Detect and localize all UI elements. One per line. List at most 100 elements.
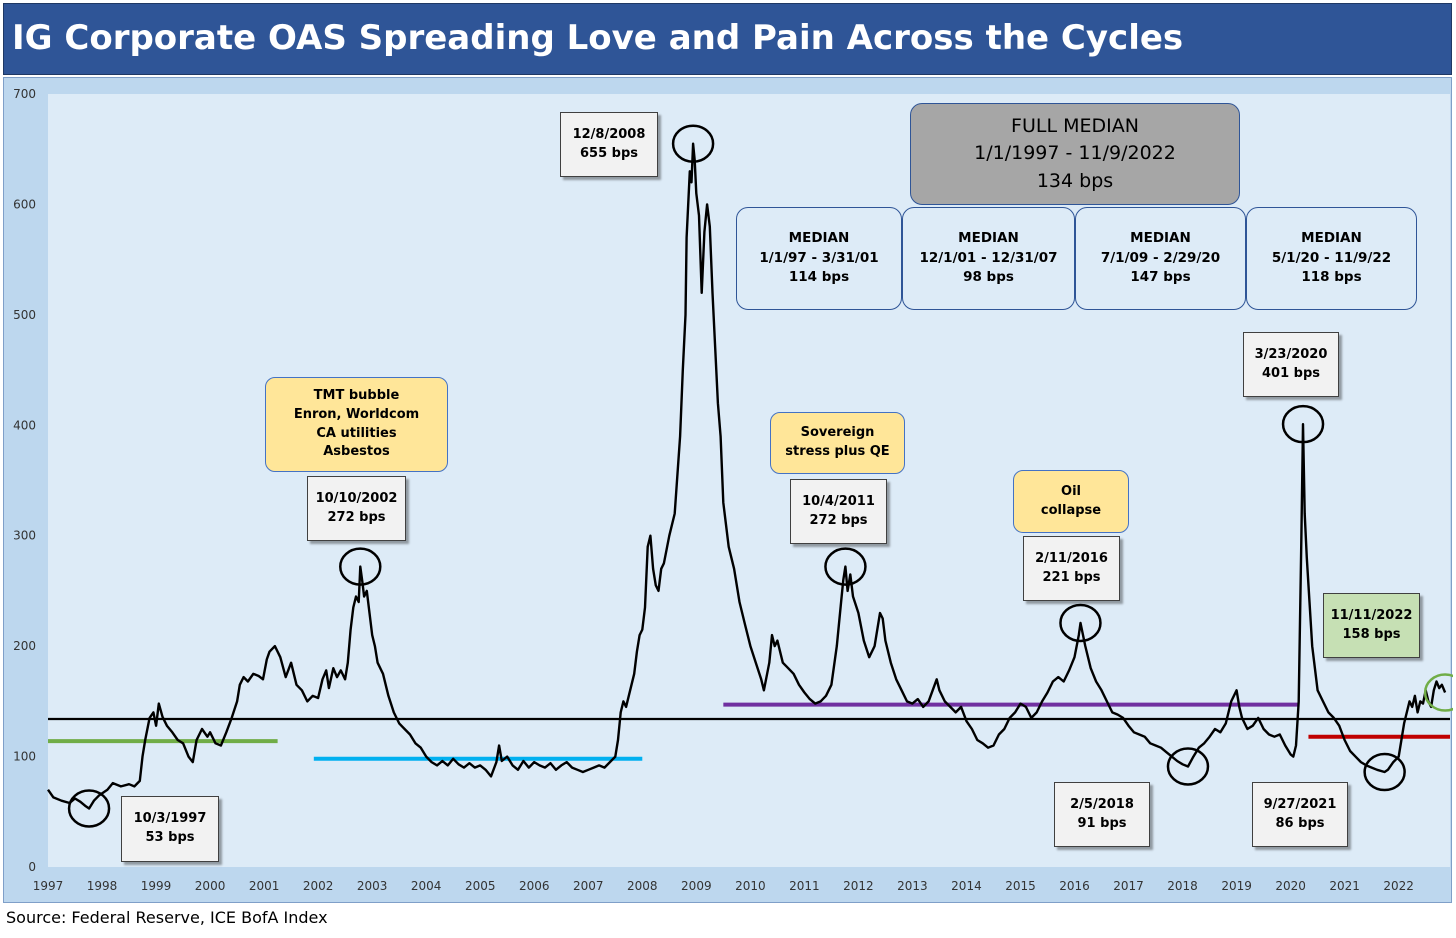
x-tick-label: 2007 bbox=[573, 879, 604, 893]
median-box-2009-2020: MEDIAN 7/1/09 - 2/29/20 147 bps bbox=[1075, 207, 1246, 310]
full-median-value: 134 bps bbox=[1036, 169, 1114, 192]
date-label: 10/3/1997 bbox=[133, 811, 207, 827]
x-tick-label: 2000 bbox=[195, 879, 226, 893]
date-box-2020: 3/23/2020 401 bps bbox=[1243, 332, 1339, 397]
highlight-circle bbox=[1281, 404, 1325, 444]
median-value: 98 bps bbox=[963, 269, 1014, 286]
date-label: 12/8/2008 bbox=[572, 126, 646, 142]
date-label: 10/4/2011 bbox=[802, 493, 875, 509]
event-line: stress plus QE bbox=[785, 444, 890, 459]
x-tick-label: 2021 bbox=[1329, 879, 1360, 893]
y-tick-label: 600 bbox=[13, 197, 36, 211]
date-label: 2/5/2018 bbox=[1070, 796, 1134, 812]
x-tick-label: 2010 bbox=[735, 879, 766, 893]
x-tick-label: 2008 bbox=[627, 879, 658, 893]
highlight-circle bbox=[1166, 747, 1210, 786]
event-line: CA utilities bbox=[316, 425, 397, 441]
date-box-2016: 2/11/2016 221 bps bbox=[1023, 536, 1120, 601]
y-tick-label: 500 bbox=[13, 308, 36, 322]
highlight-circle bbox=[824, 547, 867, 586]
oas-series-line bbox=[47, 142, 1447, 810]
plot-area bbox=[48, 94, 1450, 867]
median-value: 118 bps bbox=[1301, 269, 1362, 286]
event-line: Sovereign bbox=[800, 425, 875, 441]
bps-label: 401 bps bbox=[1261, 365, 1320, 381]
highlight-circle bbox=[1059, 603, 1102, 643]
highlight-circle bbox=[1423, 673, 1453, 712]
chart-title: IG Corporate OAS Spreading Love and Pain… bbox=[12, 18, 1184, 58]
x-tick-label: 2001 bbox=[249, 879, 280, 893]
median-title: MEDIAN bbox=[958, 230, 1019, 247]
bps-label: 91 bps bbox=[1077, 815, 1127, 831]
x-tick-label: 1997 bbox=[33, 879, 64, 893]
bps-label: 53 bps bbox=[145, 830, 195, 845]
full-median-box: FULL MEDIAN 1/1/1997 - 11/9/2022 134 bps bbox=[910, 103, 1240, 205]
date-box-2011: 10/4/2011 272 bps bbox=[790, 479, 887, 544]
chart-frame: 0 100 200 300 400 500 600 700 1997 1998 1999 2000 20… bbox=[3, 77, 1453, 903]
date-box-1997: 10/3/1997 53 bps bbox=[121, 796, 219, 862]
x-tick-label: 2004 bbox=[411, 879, 442, 893]
median-value: 147 bps bbox=[1130, 269, 1191, 286]
median-title: MEDIAN bbox=[1130, 230, 1191, 247]
median-title: MEDIAN bbox=[788, 230, 850, 247]
highlight-circle bbox=[1363, 752, 1406, 792]
median-range: 5/1/20 - 11/9/22 bbox=[1271, 249, 1392, 266]
date-box-2018: 2/5/2018 91 bps bbox=[1054, 782, 1150, 847]
x-tick-label: 1998 bbox=[87, 879, 118, 893]
event-box-sovereign: Sovereign stress plus QE bbox=[770, 412, 905, 474]
median-value: 114 bps bbox=[788, 269, 850, 286]
x-tick-label: 2005 bbox=[465, 879, 496, 893]
highlight-circle bbox=[67, 789, 111, 828]
x-tick-label: 2020 bbox=[1275, 879, 1306, 893]
bps-label: 158 bps bbox=[1342, 626, 1401, 642]
full-median-title: FULL MEDIAN bbox=[1011, 114, 1139, 137]
x-tick-label: 2016 bbox=[1059, 879, 1090, 893]
chart-plot: 0 100 200 300 400 500 600 700 1997 1998 1999 2000 20… bbox=[13, 87, 1453, 893]
full-median-range: 1/1/1997 - 11/9/2022 bbox=[974, 142, 1176, 165]
median-range: 7/1/09 - 2/29/20 bbox=[1100, 249, 1221, 266]
x-tick-label: 2002 bbox=[303, 879, 334, 893]
bps-label: 272 bps bbox=[327, 509, 386, 525]
y-tick-label: 100 bbox=[13, 750, 36, 764]
event-line: Oil bbox=[1061, 483, 1081, 499]
median-range: 1/1/97 - 3/31/01 bbox=[759, 249, 879, 266]
event-line: Asbestos bbox=[323, 444, 390, 460]
x-tick-label: 2014 bbox=[951, 879, 982, 893]
x-tick-label: 2015 bbox=[1005, 879, 1036, 893]
x-tick-label: 2017 bbox=[1113, 879, 1144, 893]
event-line: TMT bubble bbox=[313, 387, 400, 403]
source-note: Source: Federal Reserve, ICE BofA Index bbox=[6, 908, 328, 927]
y-tick-label: 400 bbox=[13, 418, 36, 432]
highlight-circle bbox=[671, 124, 715, 163]
x-tick-label: 2012 bbox=[843, 879, 874, 893]
x-tick-label: 2003 bbox=[357, 879, 388, 893]
event-box-tmt: TMT bubble Enron, Worldcom CA utilities … bbox=[265, 377, 448, 472]
x-tick-label: 2019 bbox=[1221, 879, 1252, 893]
event-line: Enron, Worldcom bbox=[293, 406, 420, 422]
date-box-2022-latest: 11/11/2022 158 bps bbox=[1323, 593, 1420, 658]
date-box-2021: 9/27/2021 86 bps bbox=[1252, 782, 1348, 847]
x-tick-label: 2018 bbox=[1167, 879, 1198, 893]
bps-label: 86 bps bbox=[1275, 815, 1325, 831]
title-bar: IG Corporate OAS Spreading Love and Pain… bbox=[3, 3, 1452, 75]
bps-label: 272 bps bbox=[809, 512, 868, 528]
bps-label: 221 bps bbox=[1042, 569, 1101, 585]
bps-label: 655 bps bbox=[579, 145, 638, 161]
x-tick-label: 2013 bbox=[897, 879, 928, 893]
y-tick-label: 200 bbox=[13, 639, 36, 653]
date-label: 9/27/2021 bbox=[1263, 796, 1337, 812]
date-label: 3/23/2020 bbox=[1254, 346, 1328, 362]
highlight-circle bbox=[339, 547, 382, 586]
date-box-2008: 12/8/2008 655 bps bbox=[560, 112, 658, 177]
x-tick-label: 2006 bbox=[519, 879, 550, 893]
x-tick-label: 2022 bbox=[1383, 879, 1414, 893]
date-label: 10/10/2002 bbox=[315, 490, 398, 506]
date-box-2002: 10/10/2002 272 bps bbox=[307, 476, 406, 541]
median-box-2020-2022: MEDIAN 5/1/20 - 11/9/22 118 bps bbox=[1246, 207, 1417, 310]
x-tick-label: 2011 bbox=[789, 879, 820, 893]
median-box-1997-2001: MEDIAN 1/1/97 - 3/31/01 114 bps bbox=[736, 207, 902, 310]
x-tick-label: 2009 bbox=[681, 879, 712, 893]
median-range: 12/1/01 - 12/31/07 bbox=[919, 249, 1058, 266]
median-box-2001-2007: MEDIAN 12/1/01 - 12/31/07 98 bps bbox=[902, 207, 1075, 310]
y-tick-label: 700 bbox=[13, 87, 36, 101]
